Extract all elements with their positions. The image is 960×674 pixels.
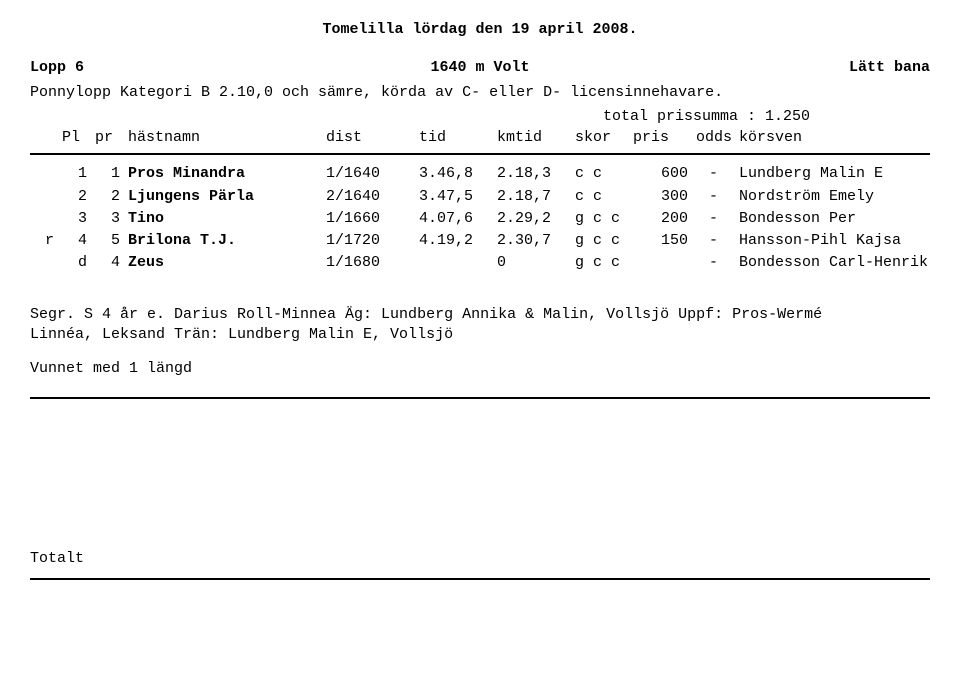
header-row: Pl pr hästnamn dist tid kmtid skor pris …	[30, 127, 930, 149]
winner-notes: Segr. S 4 år e. Darius Roll-Minnea Äg: L…	[30, 305, 930, 380]
col-skor: skor	[571, 127, 629, 149]
race-distance: 1640 m Volt	[330, 58, 630, 78]
col-pr: pr	[91, 127, 124, 149]
results-table: Pl pr hästnamn dist tid kmtid skor pris …	[30, 127, 930, 149]
col-pl: Pl	[58, 127, 91, 149]
race-number: Lopp 6	[30, 58, 330, 78]
notes-line-1: Segr. S 4 år e. Darius Roll-Minnea Äg: L…	[30, 305, 930, 325]
table-row: 11Pros Minandra1/16403.46,82.18,3 c c600…	[30, 163, 930, 185]
table-row: d4Zeus1/16800g c c-Bondesson Carl-Henrik	[30, 252, 930, 274]
col-kmtid: kmtid	[493, 127, 571, 149]
total-prize: total prissumma : 1.250	[30, 107, 930, 127]
col-tid: tid	[415, 127, 493, 149]
category-line: Ponnylopp Kategori B 2.10,0 och sämre, k…	[30, 83, 930, 103]
page-title: Tomelilla lördag den 19 april 2008.	[30, 20, 930, 40]
table-row: 22Ljungens Pärla2/16403.47,52.18,7 c c30…	[30, 186, 930, 208]
col-flag	[30, 127, 58, 149]
col-dist: dist	[322, 127, 415, 149]
table-row: 33Tino1/16604.07,62.29,2g c c200-Bondess…	[30, 208, 930, 230]
col-name: hästnamn	[124, 127, 322, 149]
col-odds: odds	[692, 127, 735, 149]
results-body: 11Pros Minandra1/16403.46,82.18,3 c c600…	[30, 163, 930, 274]
totalt-label: Totalt	[30, 549, 930, 569]
bottom-rule	[30, 397, 930, 399]
final-rule	[30, 578, 930, 580]
notes-line-2: Linnéa, Leksand Trän: Lundberg Malin E, …	[30, 325, 930, 345]
track-condition: Lätt bana	[630, 58, 930, 78]
col-pris: pris	[629, 127, 692, 149]
table-row: r45Brilona T.J.1/17204.19,22.30,7g c c15…	[30, 230, 930, 252]
won-by: Vunnet med 1 längd	[30, 359, 930, 379]
col-drv: körsven	[735, 127, 930, 149]
race-header: Lopp 6 1640 m Volt Lätt bana	[30, 58, 930, 78]
header-rule	[30, 153, 930, 155]
